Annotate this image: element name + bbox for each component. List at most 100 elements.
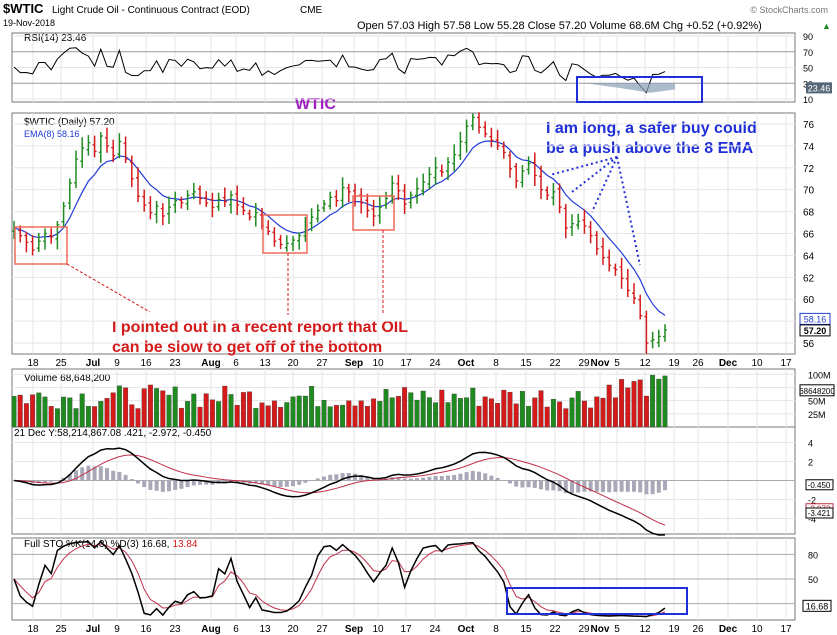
- x-tick-label: 5: [614, 358, 620, 369]
- volume-bar: [662, 375, 668, 428]
- volume-bar: [123, 387, 129, 428]
- macd-histogram-bar: [315, 478, 320, 481]
- change-arrow-icon: ▲: [822, 21, 831, 31]
- x-tick-label: 23: [169, 358, 181, 369]
- volume-bar: [656, 378, 662, 428]
- macd-histogram-bar: [563, 480, 568, 494]
- macd-value-text: -0.450: [808, 481, 831, 490]
- x-tick-label: 17: [780, 358, 792, 369]
- macd-histogram-bar: [594, 480, 599, 492]
- price-label: $WTIC (Daily) 57.20: [24, 117, 115, 128]
- volume-bar: [321, 400, 327, 428]
- macd-histogram-bar: [328, 474, 333, 481]
- ema-line: [13, 140, 666, 316]
- chart-instrument-name: Light Crude Oil - Continuous Contract (E…: [52, 5, 250, 16]
- volume-bar: [209, 399, 215, 428]
- rsi-label: RSI(14) 23.46: [24, 33, 87, 44]
- x-tick-label: Jul: [86, 624, 101, 635]
- volume-bar: [42, 396, 48, 428]
- macd-histogram-bar: [489, 475, 494, 481]
- macd-histogram-bar: [570, 480, 574, 494]
- rsi-y-tick: 70: [803, 48, 813, 58]
- macd-histogram-bar: [601, 480, 605, 493]
- sto-value-tag: [802, 599, 832, 612]
- x-tick-label: 17: [400, 358, 412, 369]
- volume-bar: [643, 395, 649, 428]
- price-panel: $WTIC (Daily) 57.20 EMA(8) 58.16 I am lo…: [12, 112, 831, 356]
- macd-histogram-bar: [632, 480, 636, 492]
- macd-histogram-bar: [539, 480, 543, 490]
- note-long-line-2: be a push above the 8 EMA: [546, 140, 754, 157]
- x-tick-label: 26: [692, 624, 704, 635]
- price-y-tick: 62: [803, 273, 815, 284]
- macd-histogram-bar: [105, 467, 109, 481]
- macd-histogram-bar: [470, 470, 475, 481]
- x-tick-label: 10: [372, 624, 384, 635]
- x-tick-label: 10: [372, 358, 384, 369]
- highlight-box-red: [262, 214, 308, 254]
- macd-histogram-bar: [92, 466, 97, 481]
- volume-bar: [327, 406, 333, 428]
- rsi-oversold-fill: [585, 83, 675, 93]
- ema-value-tag: [799, 312, 831, 325]
- volume-bar: [563, 408, 569, 428]
- volume-bar: [73, 408, 79, 428]
- volume-bar: [197, 406, 203, 428]
- macd-histogram-bar: [607, 480, 612, 493]
- volume-bar: [340, 404, 346, 428]
- x-tick-label: Oct: [458, 358, 475, 369]
- volume-bar: [594, 396, 600, 428]
- x-tick-label: 23: [169, 624, 181, 635]
- macd-histogram-bar: [508, 480, 512, 484]
- price-y-tick: 56: [803, 339, 815, 350]
- macd-histogram-bar: [619, 480, 624, 492]
- x-axes: 18 18 25 25 Jul Jul 9 9 16 16 23 23 Aug Aug 6 6 13 13 20 20…: [27, 358, 792, 635]
- macd-y-tick: -4: [808, 515, 816, 525]
- volume-bar: [98, 401, 104, 428]
- volume-bar: [17, 394, 23, 428]
- x-tick-label: Dec: [719, 358, 738, 369]
- sto-value-text: 16.68: [806, 601, 829, 611]
- chart-date: 19-Nov-2018: [3, 18, 55, 28]
- x-tick-label: Nov: [591, 624, 610, 635]
- macd-histogram-bar: [198, 480, 202, 485]
- macd-histogram-bar: [235, 480, 240, 483]
- macd-histogram-bar: [638, 480, 643, 493]
- volume-bar: [296, 395, 302, 428]
- close-value-tag: [799, 324, 831, 337]
- volume-bar: [271, 400, 277, 428]
- macd-histogram-bar: [446, 475, 450, 481]
- highlight-box-blue: [506, 587, 688, 615]
- macd-y-tick: 4: [808, 439, 813, 449]
- macd-histogram-bar: [415, 478, 419, 481]
- macd-histogram-bar: [588, 480, 593, 492]
- macd-histogram-bar: [439, 476, 444, 481]
- x-tick-label: 5: [614, 624, 620, 635]
- rsi-y-tick: 50: [803, 64, 813, 74]
- volume-value-text: 68648200: [799, 387, 835, 396]
- x-tick-label: 17: [780, 624, 792, 635]
- volume-bar: [402, 387, 408, 428]
- macd-histogram-bar: [464, 472, 469, 481]
- volume-bar: [278, 407, 284, 428]
- x-tick-label: 13: [259, 358, 271, 369]
- volume-bar: [79, 393, 85, 428]
- volume-bar: [619, 379, 625, 428]
- volume-bar: [116, 385, 122, 428]
- macd-histogram-bar: [551, 480, 556, 491]
- volume-bar: [501, 389, 507, 428]
- volume-bar: [253, 408, 259, 428]
- volume-bar: [526, 405, 532, 428]
- annotation-pointer-blue: [591, 156, 618, 213]
- volume-bar: [352, 405, 358, 428]
- macd-histogram-bar: [545, 480, 550, 491]
- x-tick-label: 18: [27, 624, 39, 635]
- volume-bar: [160, 390, 166, 428]
- macd-histogram-bar: [67, 474, 72, 481]
- macd-histogram-bar: [582, 480, 587, 492]
- macd-histogram-bar: [284, 480, 289, 487]
- macd-value-tag: [805, 507, 834, 519]
- volume-y-tick: 50M: [808, 397, 826, 407]
- x-tick-label: 12: [639, 358, 651, 369]
- x-tick-label: Dec: [719, 624, 738, 635]
